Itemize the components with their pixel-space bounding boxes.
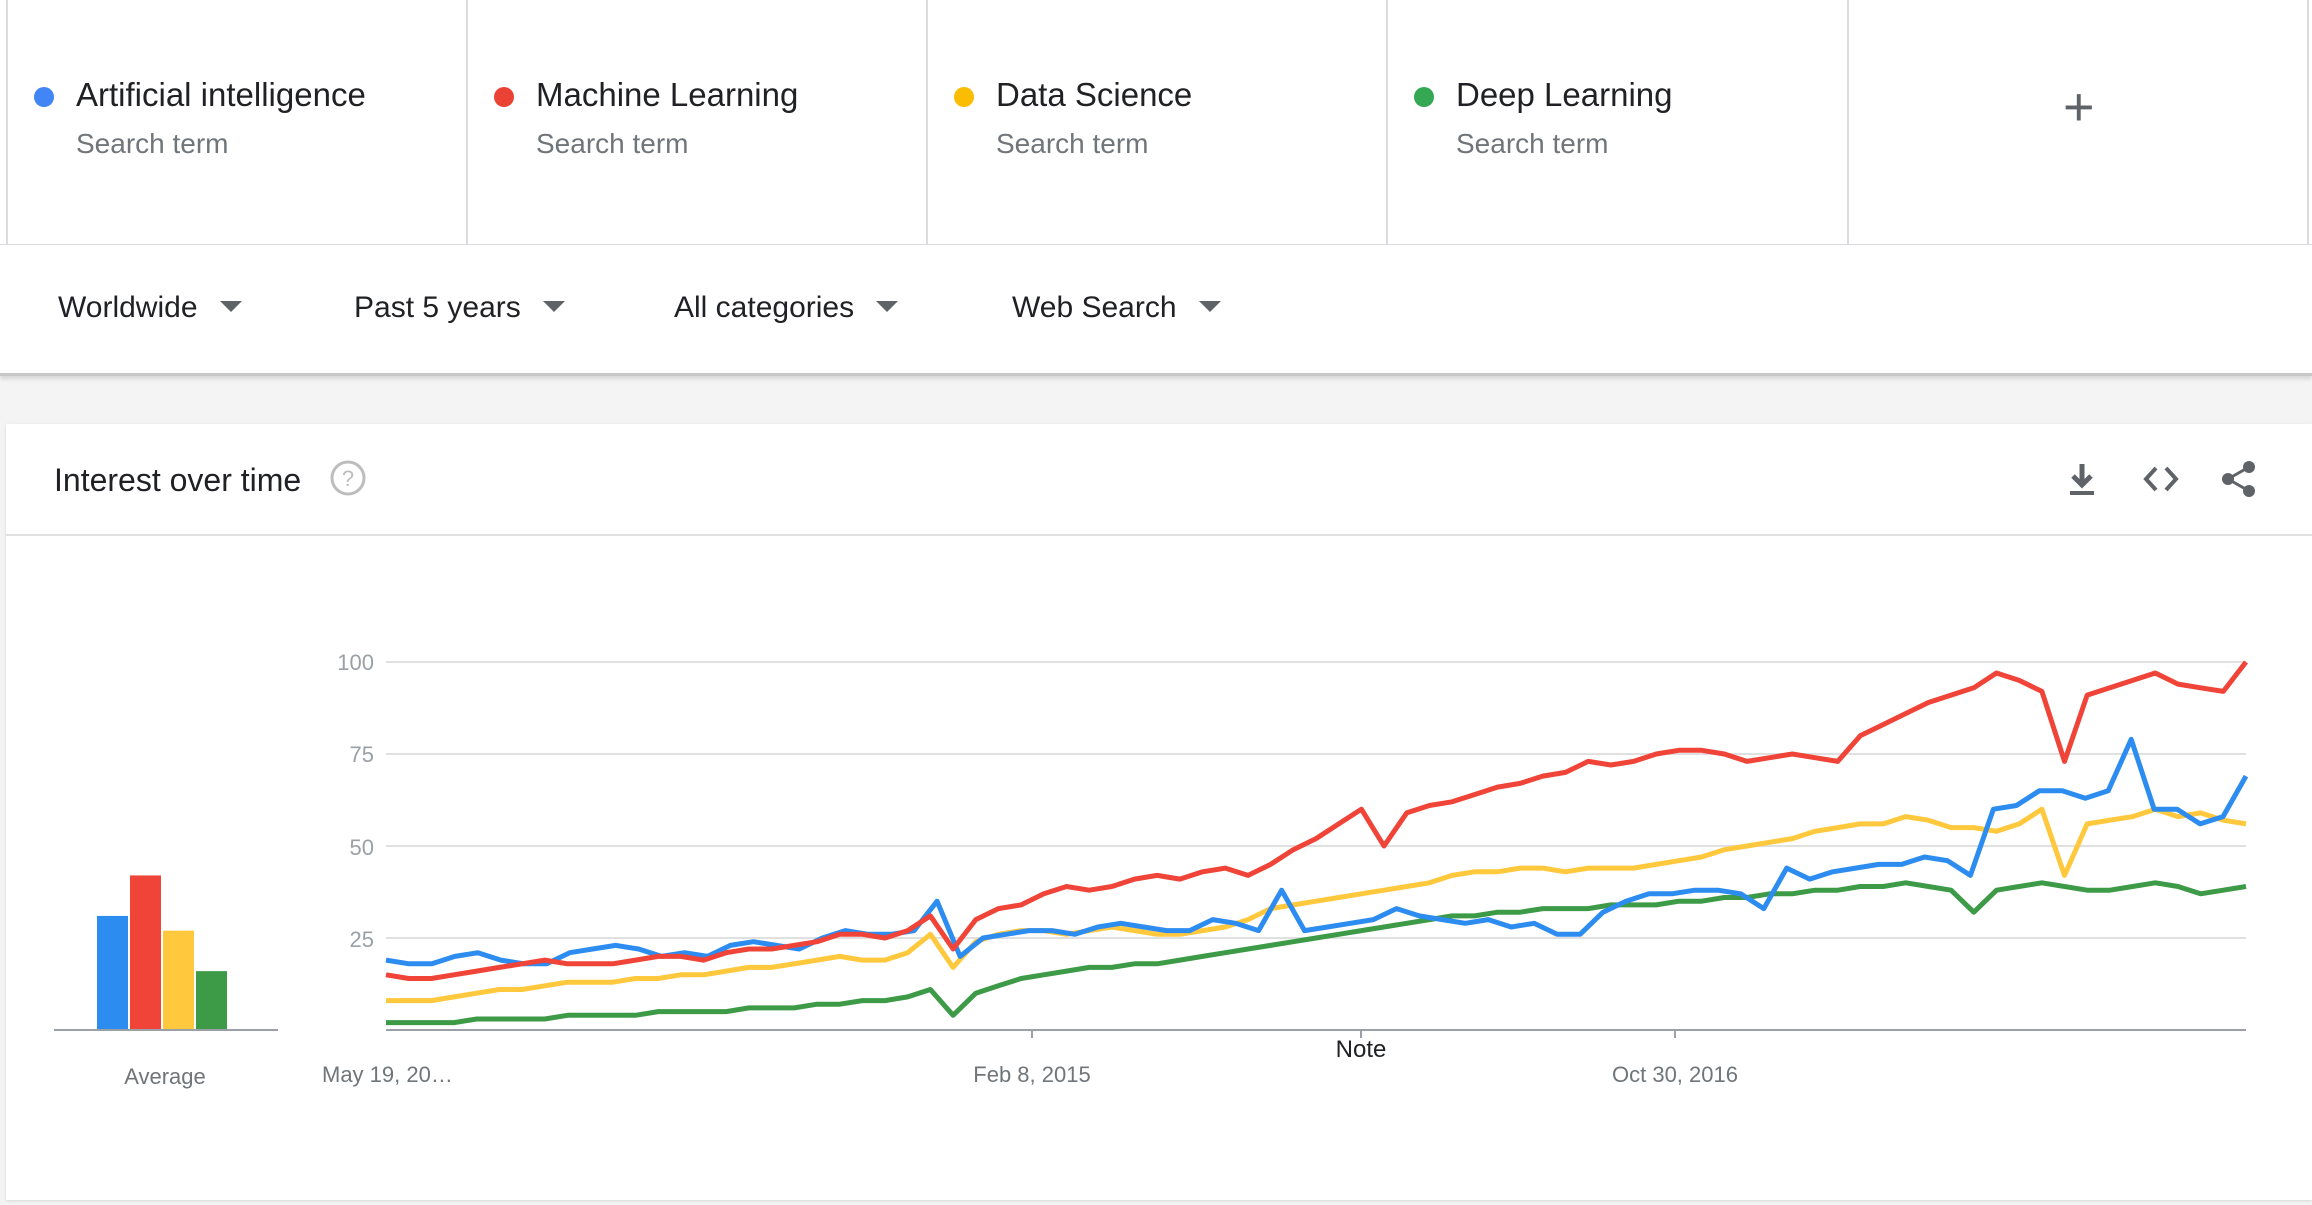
add-comparison-button[interactable]: + <box>1847 0 2309 244</box>
embed-icon[interactable] <box>2140 458 2182 500</box>
y-tick-label: 100 <box>337 650 374 675</box>
card-title: Interest over time <box>54 462 302 498</box>
term-color-dot <box>34 87 54 107</box>
dropdown-arrow-icon <box>876 300 899 312</box>
average-bar-deep-learning[interactable] <box>196 971 227 1030</box>
search-term-machine-learning[interactable]: Machine Learning Search term <box>466 0 924 244</box>
gridlines <box>386 661 2246 1038</box>
search-term-data-science[interactable]: Data Science Search term <box>926 0 1384 244</box>
term-type-label: Search term <box>996 128 1149 159</box>
average-label: Average <box>124 1064 206 1089</box>
region-dropdown[interactable]: Worldwide <box>58 291 242 325</box>
series-line-machine-learning[interactable] <box>385 660 2248 981</box>
term-color-dot <box>494 87 514 107</box>
search-terms-bar: Artificial intelligence Search term Mach… <box>0 0 2312 246</box>
filter-bar: Worldwide Past 5 years All categories We… <box>0 245 2312 376</box>
term-label: Deep Learning <box>1456 76 1673 113</box>
category-dropdown[interactable]: All categories <box>674 291 899 325</box>
help-icon[interactable]: ? <box>330 460 366 496</box>
svg-text:?: ? <box>342 466 354 491</box>
share-icon[interactable] <box>2218 458 2260 500</box>
chart-area: 100 75 50 25 May 19, 20… Feb 8, 2015 Oct… <box>6 536 2312 1200</box>
dropdown-arrow-icon <box>1198 300 1221 312</box>
dropdown-arrow-icon <box>542 300 565 312</box>
average-bar-data-science[interactable] <box>163 930 194 1030</box>
y-tick-label: 50 <box>350 835 374 860</box>
x-tick-label: Feb 8, 2015 <box>973 1062 1090 1087</box>
search-property-dropdown[interactable]: Web Search <box>1012 291 1221 325</box>
series-line-artificial-intelligence[interactable] <box>385 736 2249 967</box>
download-icon[interactable] <box>2061 458 2103 500</box>
term-type-label: Search term <box>1456 128 1609 159</box>
term-color-dot <box>1414 87 1434 107</box>
average-bar-artificial-intelligence[interactable] <box>97 915 128 1030</box>
interest-chart: 100 75 50 25 May 19, 20… Feb 8, 2015 Oct… <box>54 650 2249 1089</box>
average-bars <box>54 875 278 1031</box>
dropdown-arrow-icon <box>219 300 242 312</box>
term-label: Artificial intelligence <box>76 76 366 113</box>
series-lines <box>385 660 2249 1026</box>
series-line-deep-learning[interactable] <box>386 880 2247 1026</box>
search-term-artificial-intelligence[interactable]: Artificial intelligence Search term <box>6 0 464 244</box>
term-color-dot <box>954 87 974 107</box>
average-bar-machine-learning[interactable] <box>130 875 161 1030</box>
x-tick-label: Oct 30, 2016 <box>1612 1062 1738 1087</box>
y-tick-label: 25 <box>350 927 374 952</box>
search-term-deep-learning[interactable]: Deep Learning Search term <box>1386 0 1844 244</box>
interest-over-time-card: Interest over time ? 100 75 50 25 <box>6 424 2312 1200</box>
y-tick-label: 75 <box>350 742 374 767</box>
term-label: Machine Learning <box>536 76 799 113</box>
card-header: Interest over time ? <box>6 424 2312 536</box>
note-marker[interactable]: Note <box>1336 1036 1387 1063</box>
plus-icon: + <box>2063 77 2095 137</box>
time-range-dropdown[interactable]: Past 5 years <box>354 291 565 325</box>
category-value: All categories <box>674 291 855 324</box>
term-type-label: Search term <box>76 128 229 159</box>
series-line-data-science[interactable] <box>386 806 2247 1004</box>
time-range-value: Past 5 years <box>354 291 521 324</box>
x-tick-label: May 19, 20… <box>322 1062 453 1087</box>
term-label: Data Science <box>996 76 1193 113</box>
region-value: Worldwide <box>58 291 198 324</box>
search-property-value: Web Search <box>1012 291 1177 324</box>
term-type-label: Search term <box>536 128 689 159</box>
